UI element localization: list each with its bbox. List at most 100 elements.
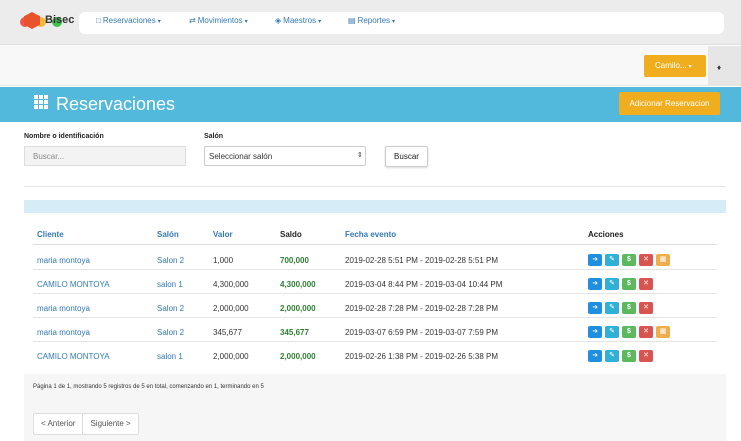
row-actions: ➜ ✎ $ ✕ ▦	[588, 326, 670, 338]
notifications-button[interactable]	[708, 46, 741, 86]
payment-icon[interactable]: $	[622, 350, 636, 362]
bar-chart-icon: ▤	[348, 16, 356, 25]
saldo-cell: 345,677	[280, 328, 309, 337]
chevron-down-icon: ▾	[688, 64, 692, 70]
view-arrow-icon[interactable]: ➜	[588, 278, 602, 290]
view-arrow-icon[interactable]: ➜	[588, 254, 602, 266]
edit-icon[interactable]: ✎	[605, 350, 619, 362]
brand-logo-icon[interactable]	[24, 12, 40, 29]
row-divider	[33, 293, 717, 294]
pagination-summary: Página 1 de 1, mostrando 5 registros de …	[33, 384, 264, 390]
delete-icon[interactable]: ✕	[639, 254, 653, 266]
saldo-cell: 700,000	[280, 256, 309, 265]
chevron-down-icon: ▾	[157, 19, 161, 25]
edit-icon[interactable]: ✎	[605, 326, 619, 338]
column-header-cliente[interactable]: Cliente	[37, 230, 64, 239]
column-header-salon[interactable]: Salón	[157, 230, 179, 239]
next-page-button[interactable]: Siguiente >	[82, 414, 137, 434]
table-header-divider	[33, 244, 717, 245]
edit-icon[interactable]: ✎	[605, 278, 619, 290]
column-header-acciones: Acciones	[588, 230, 624, 239]
column-header-valor[interactable]: Valor	[213, 230, 233, 239]
nav-movimientos[interactable]: ⇄ Movimientos ▾	[189, 16, 248, 25]
view-arrow-icon[interactable]: ➜	[588, 302, 602, 314]
nav-reservaciones-label: Reservaciones	[102, 16, 156, 25]
top-navbar	[0, 46, 741, 86]
payment-icon[interactable]: $	[622, 278, 636, 290]
brand-name[interactable]: Bisec	[45, 14, 75, 26]
row-divider	[33, 341, 717, 342]
tag-icon: ◈	[275, 16, 282, 25]
view-arrow-icon[interactable]: ➜	[588, 350, 602, 362]
row-actions: ➜ ✎ $ ✕	[588, 302, 653, 314]
delete-icon[interactable]: ✕	[639, 302, 653, 314]
nav-reservaciones[interactable]: □ Reservaciones ▾	[96, 16, 161, 25]
chevron-down-icon: ▾	[244, 19, 248, 25]
select-arrows-icon: ⇕	[357, 152, 363, 159]
divider	[24, 186, 726, 187]
salon-cell[interactable]: Salon 2	[157, 256, 185, 265]
fecha-cell: 2019-02-28 5:51 PM - 2019-02-28 5:51 PM	[345, 256, 498, 265]
arrows-icon: ⇄	[189, 16, 196, 25]
page-header-bar	[0, 87, 741, 122]
delete-icon[interactable]: ✕	[639, 326, 653, 338]
user-name: Camilo...	[655, 61, 687, 70]
search-button[interactable]: Buscar	[385, 146, 428, 167]
salon-cell[interactable]: salon 1	[157, 352, 183, 361]
nav-reportes-label: Reportes	[357, 16, 391, 25]
salon-select[interactable]: Seleccionar salón	[204, 146, 366, 166]
window-maximize-dot[interactable]	[52, 17, 62, 27]
window-minimize-dot[interactable]	[36, 17, 46, 27]
browser-chrome	[0, 0, 741, 45]
cliente-cell[interactable]: CAMILO MONTOYA	[37, 280, 110, 289]
page-title: Reservaciones	[56, 94, 176, 114]
chevron-down-icon: ▾	[392, 19, 396, 25]
name-filter-label: Nombre o identificación	[24, 133, 104, 140]
chevron-down-icon: ▾	[318, 19, 322, 25]
column-header-saldo: Saldo	[280, 230, 302, 239]
nav-movimientos-label: Movimientos	[197, 16, 243, 25]
calendar-icon: □	[96, 16, 101, 25]
row-divider	[33, 269, 717, 270]
nav-maestros[interactable]: ◈ Maestros ▾	[275, 16, 321, 25]
valor-cell: 4,300,000	[213, 280, 249, 289]
nav-reportes[interactable]: ▤ Reportes ▾	[348, 16, 395, 25]
row-actions: ➜ ✎ $ ✕ ▦	[588, 254, 670, 266]
delete-icon[interactable]: ✕	[639, 278, 653, 290]
user-menu-button[interactable]: Camilo... ▾	[644, 55, 706, 77]
cliente-cell[interactable]: maria montoya	[37, 304, 90, 313]
valor-cell: 2,000,000	[213, 304, 249, 313]
view-arrow-icon[interactable]: ➜	[588, 326, 602, 338]
delete-icon[interactable]: ✕	[639, 350, 653, 362]
column-header-fecha-evento[interactable]: Fecha evento	[345, 230, 397, 239]
cliente-cell[interactable]: maria montoya	[37, 256, 90, 265]
saldo-cell: 2,000,000	[280, 304, 316, 313]
fecha-cell: 2019-02-28 7:28 PM - 2019-02-28 7:28 PM	[345, 304, 498, 313]
edit-icon[interactable]: ✎	[605, 254, 619, 266]
salon-cell[interactable]: Salon 2	[157, 304, 185, 313]
cliente-cell[interactable]: maria montoya	[37, 328, 90, 337]
grid-icon	[34, 95, 50, 109]
payment-icon[interactable]: $	[622, 326, 636, 338]
previous-page-button[interactable]: < Anterior	[41, 419, 76, 428]
address-bar[interactable]	[79, 12, 724, 34]
salon-cell[interactable]: Salon 2	[157, 328, 185, 337]
fecha-cell: 2019-03-07 6:59 PM - 2019-03-07 7:59 PM	[345, 328, 498, 337]
bell-icon[interactable]: ♦	[717, 63, 722, 72]
edit-icon[interactable]: ✎	[605, 302, 619, 314]
valor-cell: 1,000	[213, 256, 234, 265]
fecha-cell: 2019-03-04 8:44 PM - 2019-03-04 10:44 PM	[345, 280, 503, 289]
payment-icon[interactable]: $	[622, 254, 636, 266]
salon-cell[interactable]: salon 1	[157, 280, 183, 289]
salon-filter-label: Salón	[204, 133, 224, 140]
panel-heading	[24, 200, 726, 213]
grid-icon[interactable]: ▦	[656, 254, 670, 266]
cliente-cell[interactable]: CAMILO MONTOYA	[37, 352, 110, 361]
nav-maestros-label: Maestros	[283, 16, 317, 25]
add-reservation-button[interactable]: Adicionar Reservacion	[619, 92, 720, 115]
row-actions: ➜ ✎ $ ✕	[588, 350, 653, 362]
valor-cell: 345,677	[213, 328, 242, 337]
payment-icon[interactable]: $	[622, 302, 636, 314]
grid-icon[interactable]: ▦	[656, 326, 670, 338]
search-input[interactable]: Buscar...	[24, 146, 186, 166]
